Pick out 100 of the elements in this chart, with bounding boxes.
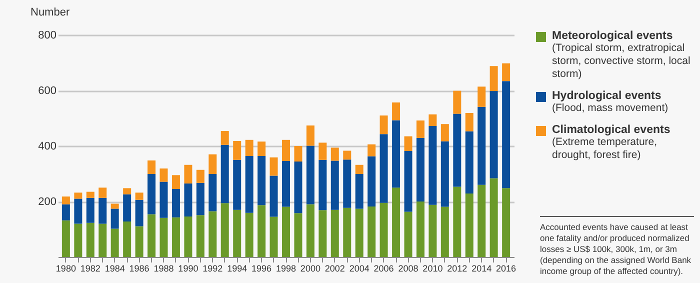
bar [208,211,217,257]
x-tick-label: 2016 [496,264,516,274]
legend-label: Hydrological events [552,90,662,102]
bar [294,146,302,162]
bar [380,115,388,134]
bar [86,222,94,257]
bar [74,198,82,224]
bar [355,164,364,174]
bar [62,196,70,204]
bar [135,226,144,257]
bar [172,217,180,257]
bar [343,208,352,257]
bar [343,160,352,208]
x-tick-label: 1988 [154,264,174,274]
bar [135,192,144,200]
bar [135,200,144,226]
x-tick-label: 2014 [472,264,492,274]
bar [123,188,132,194]
bar [404,150,412,212]
bar [355,174,364,209]
bar [368,206,376,257]
bar [453,114,462,187]
bar [490,66,498,92]
bar [392,120,400,188]
x-tick-label: 2012 [447,264,468,274]
bar [282,160,290,207]
bar [306,204,314,257]
bar [416,138,424,202]
bar [196,170,204,183]
y-tick-label: 400 [38,140,56,152]
x-tick-label: 2008 [398,264,418,274]
bar [233,141,242,160]
y-tick-label: 800 [38,30,56,42]
bar [172,189,180,218]
bar [196,182,204,216]
bar [86,198,94,223]
bar [98,188,107,198]
legend-label: Climatological events [552,124,672,136]
x-tick-label: 1990 [178,264,198,274]
bar [245,156,254,213]
bar [440,141,449,207]
bar [172,175,180,190]
bar [270,176,278,217]
bar [404,136,412,151]
bar [490,178,498,257]
bar [465,193,474,257]
bar [294,162,302,214]
bar [330,210,339,257]
bar [294,213,302,257]
bar [440,124,449,142]
bar [62,220,70,257]
x-tick-label: 1994 [227,264,248,274]
x-tick-label: 1992 [202,264,223,274]
bar [208,174,217,212]
bar [220,131,229,145]
bar [380,134,388,203]
bar [404,212,412,257]
text: Accounted events have caused at least one fatality and/or produced normalized losses ≥ US$ 100k, 300k, 1m, or 3m (depending on the assigned World Bank income group of the affected country). [540,221,692,277]
bar [502,63,510,82]
x-tick-label: 2010 [422,264,443,274]
bar [318,160,327,210]
bar [148,174,156,214]
bar [330,148,339,161]
bar [258,142,266,156]
bar [258,156,266,206]
x-tick-label: 2006 [374,264,394,274]
bar [184,183,192,216]
bar [74,224,82,257]
bar [160,218,168,257]
bar [74,192,82,199]
bar [123,221,132,257]
bar [368,156,376,206]
bar [465,131,474,194]
y-tick-label: 200 [38,196,56,208]
bar [148,214,156,257]
bar [502,81,510,188]
bar [416,202,424,257]
bar [440,206,449,257]
x-tick-label: 2002 [324,264,345,274]
bar [428,126,437,205]
text: (Flood, mass movement) [552,102,668,115]
x-tick-label: 1984 [104,264,125,274]
x-tick-label: 1982 [80,264,100,274]
bar [184,216,192,257]
bar [233,160,242,210]
x-tick-label: 1980 [56,264,76,274]
bar [98,198,107,224]
bar [196,215,204,257]
x-tick-label: 1986 [129,264,150,274]
bar [490,91,498,178]
bar [478,86,486,107]
text: (Tropical storm, extratropical storm, convective storm, local storm) [552,42,692,81]
bar [392,102,400,120]
bar [110,208,119,229]
bar [330,160,339,210]
bar [282,206,290,257]
bar [110,204,119,209]
x-tick-label: 2004 [349,264,370,274]
bar [282,140,290,161]
bar [208,154,217,174]
